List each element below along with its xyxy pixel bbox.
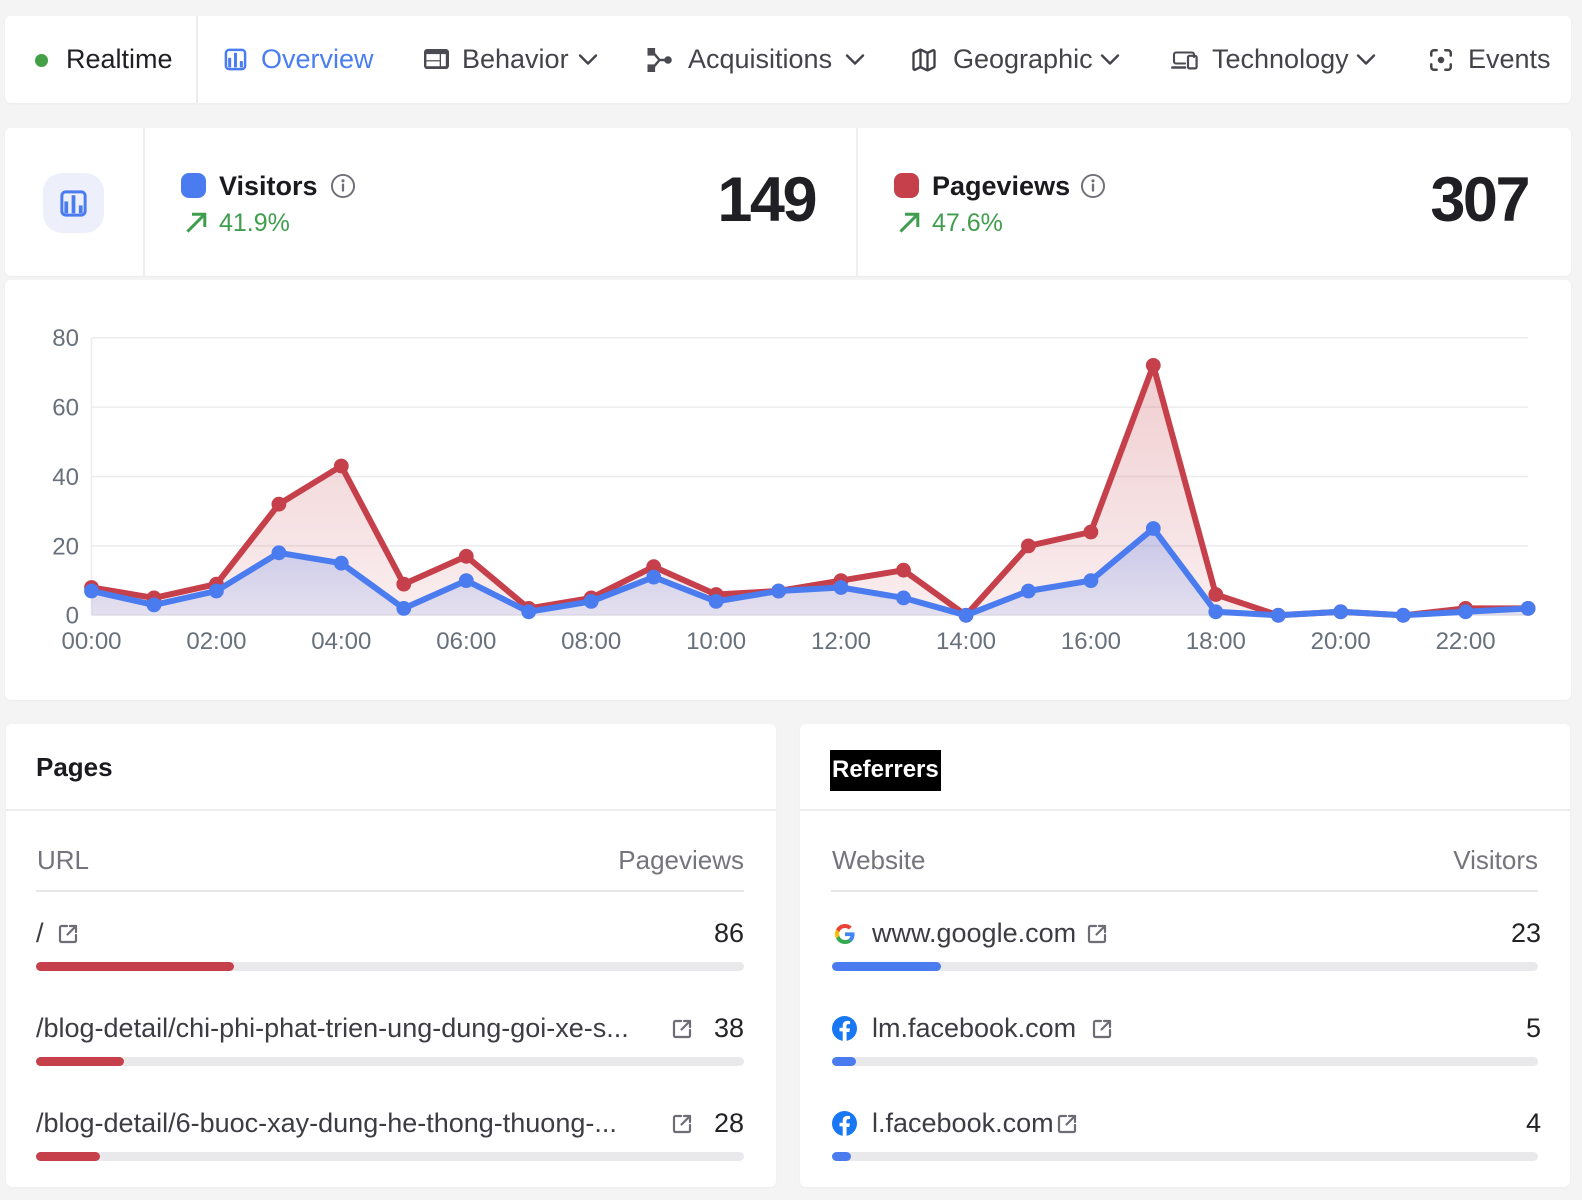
svg-text:04:00: 04:00 (311, 628, 371, 655)
svg-text:12:00: 12:00 (811, 628, 871, 655)
svg-text:22:00: 22:00 (1436, 628, 1496, 655)
svg-text:80: 80 (52, 325, 79, 352)
svg-text:02:00: 02:00 (186, 628, 246, 655)
svg-text:08:00: 08:00 (561, 628, 621, 655)
svg-text:0: 0 (66, 603, 79, 630)
svg-text:60: 60 (52, 395, 79, 422)
svg-text:14:00: 14:00 (936, 628, 996, 655)
svg-text:40: 40 (52, 464, 79, 491)
svg-text:20:00: 20:00 (1311, 628, 1371, 655)
svg-text:20: 20 (52, 533, 79, 560)
svg-text:18:00: 18:00 (1186, 628, 1246, 655)
svg-text:00:00: 00:00 (61, 628, 121, 655)
svg-text:10:00: 10:00 (686, 628, 746, 655)
svg-text:06:00: 06:00 (436, 628, 496, 655)
svg-text:16:00: 16:00 (1061, 628, 1121, 655)
